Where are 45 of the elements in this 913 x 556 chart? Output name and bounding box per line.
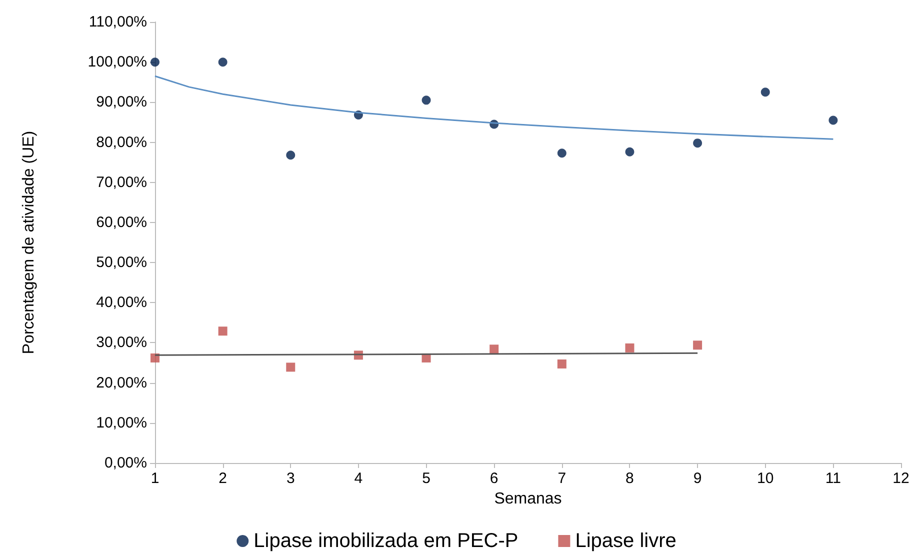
y-tick-label: 80,00%: [96, 134, 147, 151]
point: [286, 362, 296, 372]
y-tick-label: 40,00%: [96, 294, 147, 312]
point: [693, 138, 702, 148]
legend-label: Lipase imobilizada em PEC-P: [254, 530, 518, 552]
x-tick-label: 3: [286, 470, 295, 487]
point: [625, 147, 634, 156]
x-axis-title: Semanas: [494, 490, 562, 508]
line-series: [154, 75, 834, 140]
point: [490, 344, 499, 354]
point: [828, 116, 838, 125]
y-tick-label: 20,00%: [96, 374, 147, 392]
y-tick-label: 10,00%: [96, 414, 147, 432]
x-tick-label: 2: [218, 470, 227, 487]
point: [218, 326, 228, 336]
point: [557, 148, 566, 158]
y-tick-label: 50,00%: [96, 254, 147, 272]
y-tick-label: 110,00%: [88, 14, 147, 30]
x-tick-label: 1: [150, 470, 160, 487]
x-tick-label: 9: [693, 470, 702, 487]
legend-label: Lipase livre: [575, 530, 676, 552]
x-tick-label: 7: [558, 470, 566, 487]
point: [218, 58, 228, 67]
point: [150, 353, 160, 362]
y-tick-label: 90,00%: [96, 94, 147, 111]
x-tick-label: 5: [422, 470, 430, 487]
point: [625, 343, 634, 352]
x-tick-label: 12: [892, 470, 910, 487]
y-tick-label: 60,00%: [96, 214, 147, 231]
y-tick-label: 0,00%: [104, 454, 147, 472]
y-tick-label: 30,00%: [96, 334, 147, 352]
point: [693, 340, 702, 350]
point: [557, 359, 566, 368]
x-tick-label: 11: [825, 470, 841, 487]
y-tick-label: 70,00%: [96, 174, 147, 191]
x-tick-label: 8: [626, 470, 634, 487]
x-tick-label: 4: [354, 470, 363, 487]
y-axis-title: Porcentagem de atividade (UE): [20, 130, 38, 354]
y-tick-label: 100,00%: [88, 54, 147, 71]
point: [760, 88, 770, 97]
point: [422, 96, 431, 105]
point: [150, 58, 160, 67]
x-tick-label: 10: [757, 470, 774, 487]
x-tick-label: 6: [490, 470, 498, 487]
point: [286, 150, 296, 160]
